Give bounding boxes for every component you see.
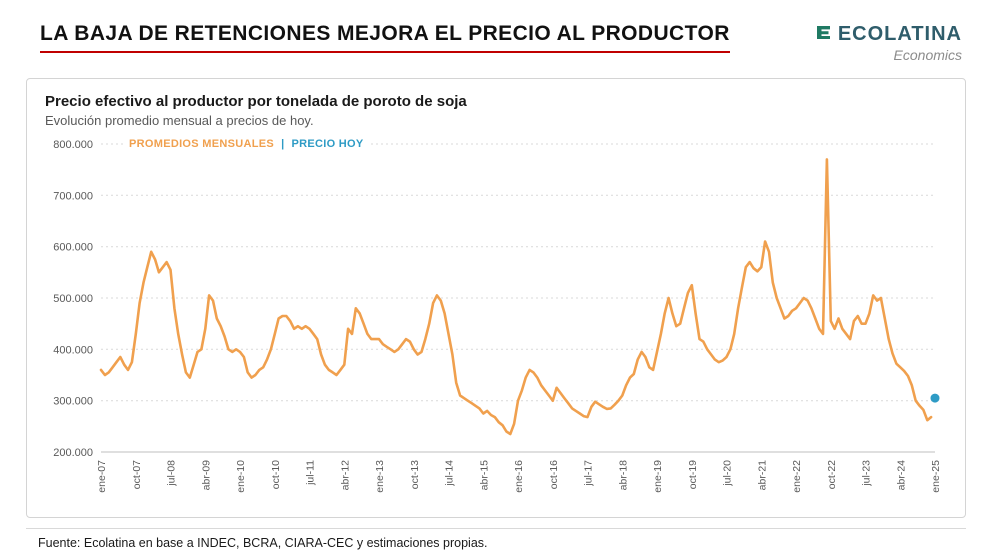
- y-axis-label: 800.000: [53, 139, 93, 151]
- legend-precio-hoy: PRECIO HOY: [291, 138, 364, 150]
- y-axis-label: 700.000: [53, 190, 93, 202]
- x-axis-label: abr-12: [339, 460, 351, 491]
- chart-card: Precio efectivo al productor por tonelad…: [26, 78, 966, 518]
- chart-legend: PROMEDIOS MENSUALES | PRECIO HOY: [125, 138, 368, 150]
- page-title: LA BAJA DE RETENCIONES MEJORA EL PRECIO …: [40, 22, 730, 53]
- precio-hoy-point: [930, 393, 940, 403]
- source-note: Fuente: Ecolatina en base a INDEC, BCRA,…: [26, 528, 966, 550]
- ecolatina-logo-icon: [815, 24, 832, 46]
- x-axis-label: jul-23: [861, 460, 873, 487]
- y-axis-label: 600.000: [53, 242, 93, 254]
- logo-tagline: Economics: [893, 47, 962, 63]
- y-axis-label: 500.000: [53, 293, 93, 305]
- chart-area: PROMEDIOS MENSUALES | PRECIO HOY 800.000…: [45, 136, 947, 507]
- x-axis-label: jul-11: [305, 460, 317, 486]
- logo-wordmark: ECOLATINA: [837, 23, 962, 45]
- x-axis-label: jul-20: [722, 460, 734, 487]
- x-axis-label: ene-25: [930, 460, 942, 493]
- x-axis-label: abr-09: [200, 460, 212, 491]
- x-axis-label: ene-22: [791, 460, 803, 493]
- x-axis-label: oct-13: [409, 460, 421, 489]
- ecolatina-logo: ECOLATINA Economics: [815, 23, 962, 63]
- y-axis-label: 400.000: [53, 344, 93, 356]
- y-axis-label: 200.000: [53, 447, 93, 459]
- price-line-chart: 800.000 700.000 600.000 500.000 400.000 300.0…: [53, 139, 942, 493]
- x-axis-label: ene-07: [96, 460, 108, 493]
- x-axis-label: oct-22: [826, 460, 838, 489]
- promedios-mensuales-line: [99, 158, 933, 436]
- x-axis-label: jul-14: [444, 460, 456, 487]
- x-axis-label: jul-08: [166, 460, 178, 487]
- x-axis-label: ene-13: [374, 460, 386, 493]
- x-axis-label: oct-07: [131, 460, 143, 489]
- legend-promedios-mensuales: PROMEDIOS MENSUALES: [129, 138, 275, 150]
- header: LA BAJA DE RETENCIONES MEJORA EL PRECIO …: [0, 0, 992, 63]
- chart-subtitle: Evolución promedio mensual a precios de …: [45, 113, 314, 128]
- x-axis-label: abr-18: [617, 460, 629, 491]
- x-axis-label: ene-19: [652, 460, 664, 493]
- x-axis-label: ene-16: [513, 460, 525, 493]
- x-axis-label: abr-15: [478, 460, 490, 491]
- chart-title: Precio efectivo al productor por tonelad…: [45, 93, 467, 110]
- x-axis-label: abr-21: [756, 460, 768, 491]
- x-axis-label: jul-17: [583, 460, 595, 487]
- x-axis-label: oct-16: [548, 460, 560, 489]
- x-axis-label: abr-24: [895, 460, 907, 491]
- y-axis-label: 300.000: [53, 396, 93, 408]
- x-axis-label: ene-10: [235, 460, 247, 493]
- legend-separator: |: [281, 138, 285, 150]
- x-axis-label: oct-19: [687, 460, 699, 489]
- x-axis-label: oct-10: [270, 460, 282, 489]
